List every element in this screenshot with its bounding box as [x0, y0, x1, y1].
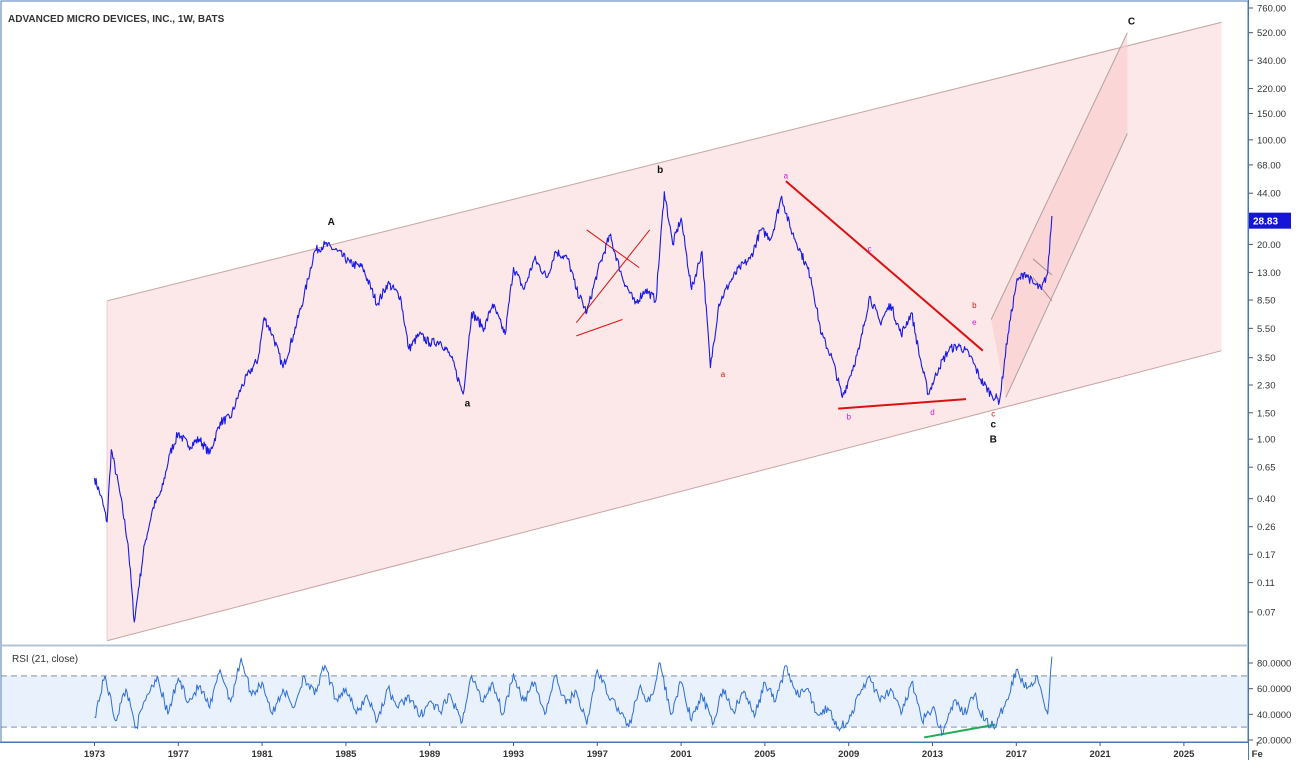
trendline	[838, 398, 967, 410]
channel-lower-line	[106, 350, 1222, 642]
wave-label-b: b	[972, 301, 977, 310]
wave-label-e: e	[972, 318, 977, 327]
wave-label-B: B	[990, 434, 997, 445]
time-tick-label: 2001	[671, 749, 693, 760]
wave-label-c: c	[868, 244, 872, 253]
target-channel-fill	[991, 32, 1128, 398]
rsi-tick-label: 60.0000	[1257, 684, 1291, 695]
time-tick-label: 2017	[1006, 749, 1027, 760]
trendline	[785, 180, 984, 352]
time-tick-label: 1985	[335, 749, 357, 760]
last-price-label: 28.83	[1253, 217, 1278, 228]
time-tick-label: 1973	[84, 749, 105, 760]
price-series	[93, 191, 1053, 623]
trendline	[576, 319, 623, 337]
time-tick-label: 2013	[922, 749, 943, 760]
channel-fill	[107, 22, 1222, 641]
time-tick-label: 1981	[252, 749, 274, 760]
price-tick-label: 0.26	[1257, 522, 1276, 533]
target-channel-top	[990, 32, 1128, 320]
wave-label-c: c	[990, 419, 996, 430]
trendline	[1032, 258, 1053, 276]
time-tick-label: 2009	[838, 749, 859, 760]
price-tick-label: 0.40	[1257, 494, 1276, 505]
wave-label-b: b	[657, 165, 663, 176]
price-tick-label: 13.00	[1257, 268, 1281, 279]
price-tick-label: 760.00	[1257, 4, 1286, 15]
wave-label-d: d	[930, 408, 934, 417]
trendline	[1032, 277, 1053, 302]
time-tick-label: 1977	[168, 749, 189, 760]
price-tick-label: 44.00	[1257, 189, 1281, 200]
rsi-series	[94, 656, 1053, 737]
wave-label-c: c	[991, 409, 995, 418]
price-tick-label: 0.17	[1257, 550, 1276, 561]
price-tick-label: 8.50	[1257, 296, 1276, 307]
wave-label-a: a	[784, 172, 789, 181]
wave-label-a: a	[721, 370, 726, 379]
rsi-divergence-line	[923, 723, 996, 739]
rsi-tick-label: 80.0000	[1257, 659, 1291, 670]
price-tick-label: 20.00	[1257, 240, 1281, 251]
price-tick-label: 3.50	[1257, 353, 1276, 364]
price-tick-label: 220.00	[1257, 84, 1286, 95]
last-price-badge	[1249, 212, 1291, 229]
wave-label-a: a	[465, 399, 471, 410]
price-tick-label: 1.00	[1257, 435, 1276, 446]
time-tick-label: Fe	[1252, 749, 1263, 760]
price-channel	[106, 21, 1222, 642]
price-tick-label: 520.00	[1257, 28, 1286, 39]
price-tick-label: 340.00	[1257, 56, 1286, 67]
time-tick-label: 1993	[503, 749, 524, 760]
rsi-tick-label: 20.0000	[1257, 736, 1291, 747]
price-tick-label: 0.11	[1257, 578, 1275, 589]
time-tick-label: 1989	[419, 749, 440, 760]
time-tick-label: 2021	[1090, 749, 1112, 760]
wave-label-C: C	[1128, 16, 1135, 27]
time-tick-label: 1997	[587, 749, 608, 760]
price-tick-label: 2.30	[1257, 381, 1276, 392]
rsi-band	[1, 675, 1248, 728]
price-tick-label: 100.00	[1257, 135, 1286, 146]
price-tick-label: 68.00	[1257, 160, 1281, 171]
wave-label-A: A	[328, 217, 335, 228]
price-tick-label: 0.65	[1257, 463, 1276, 474]
trendline	[575, 229, 651, 324]
rsi-tick-label: 40.0000	[1257, 710, 1291, 721]
time-tick-label: 2005	[754, 749, 776, 760]
price-tick-label: 0.07	[1257, 608, 1276, 619]
wave-label-b: b	[846, 413, 851, 422]
rsi-line	[94, 656, 1053, 737]
channel-upper-line	[106, 21, 1222, 302]
price-line	[93, 191, 1053, 623]
price-tick-label: 5.50	[1257, 324, 1276, 335]
target-channel-bottom	[1005, 133, 1128, 398]
rsi-title: RSI (21, close)	[12, 654, 78, 665]
price-tick-label: 1.50	[1257, 408, 1276, 419]
chart-title: ADVANCED MICRO DEVICES, INC., 1W, BATS	[8, 14, 225, 25]
time-tick-label: 2025	[1173, 749, 1195, 760]
price-tick-label: 150.00	[1257, 109, 1286, 120]
